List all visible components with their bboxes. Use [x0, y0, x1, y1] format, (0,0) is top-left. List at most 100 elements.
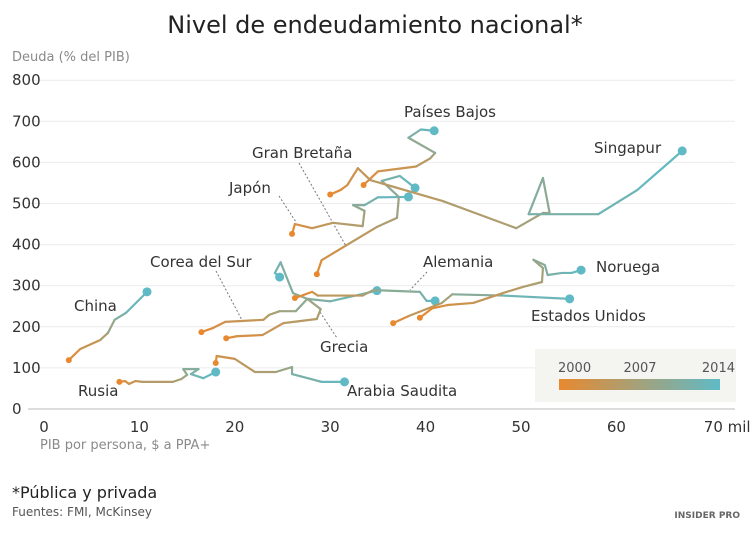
label-estados-unidos: Estados Unidos — [531, 307, 646, 325]
series-segment — [333, 223, 363, 226]
series-segment — [408, 138, 435, 153]
series-segment — [503, 287, 523, 293]
series-segment — [262, 323, 283, 335]
series-segment — [442, 294, 452, 303]
end-point-2014 — [275, 273, 284, 282]
series-segment — [420, 292, 427, 301]
series-segment — [443, 201, 516, 228]
series-segment — [543, 178, 550, 213]
series-segment — [217, 356, 235, 359]
label-grecia: Grecia — [320, 338, 368, 356]
series-japon — [289, 192, 413, 236]
leader-line-japon — [279, 196, 296, 222]
series-segment — [292, 374, 322, 382]
series-segment — [322, 246, 346, 260]
series-segment — [191, 374, 203, 378]
series-segment — [317, 309, 321, 319]
leader-line-alemania — [410, 272, 427, 290]
series-segment — [237, 335, 263, 336]
start-point-2000 — [361, 182, 367, 188]
leader-line-corea — [216, 271, 243, 322]
series-segment — [269, 311, 279, 315]
series-segment — [295, 224, 312, 228]
x-axis-label: PIB por persona, $ a PPA+ — [40, 438, 210, 453]
label-china: China — [74, 297, 117, 315]
series-segment — [358, 168, 370, 180]
series-segment — [80, 340, 100, 349]
y-tick-label: 400 — [12, 236, 41, 254]
series-segment — [341, 185, 348, 190]
end-point-2014 — [678, 146, 687, 155]
series-segment — [363, 211, 365, 226]
series-segment — [345, 227, 376, 246]
series-segment — [283, 319, 316, 323]
series-corea-del-sur — [198, 286, 381, 335]
x-tick-label: 60 — [607, 418, 626, 436]
y-tick-label: 600 — [12, 153, 41, 171]
series-segment — [548, 273, 562, 275]
y-tick-label: 700 — [12, 112, 41, 130]
legend-gradient-bar — [559, 379, 720, 390]
y-tick-label: 200 — [12, 318, 41, 336]
series-segment — [347, 168, 357, 185]
series-singapur — [327, 146, 687, 228]
y-tick-label: 500 — [12, 195, 41, 213]
label-arabia-saudita: Arabia Saudita — [347, 382, 457, 400]
series-segment — [296, 299, 307, 311]
start-point-2000 — [289, 231, 295, 237]
y-tick-label: 300 — [12, 277, 41, 295]
start-point-2000 — [327, 191, 333, 197]
chart-title: Nivel de endeudamiento nacional* — [167, 11, 582, 39]
x-tick-label: 50 — [511, 418, 530, 436]
series-segment — [235, 359, 255, 372]
series-segment — [378, 167, 416, 172]
series-segment — [330, 293, 366, 301]
series-segment — [225, 320, 263, 322]
series-segment — [173, 379, 182, 382]
series-segment — [275, 262, 281, 273]
series-segment — [397, 197, 399, 218]
end-point-2014 — [577, 266, 586, 275]
series-rusia — [116, 368, 220, 385]
label-alemania: Alemania — [423, 253, 493, 271]
label-japon: Japón — [228, 179, 271, 197]
series-segment — [448, 303, 474, 305]
y-tick-label: 100 — [12, 359, 41, 377]
end-point-2014 — [211, 368, 220, 377]
end-point-2014 — [404, 192, 413, 201]
start-point-2000 — [213, 360, 219, 366]
x-tick-label: 70 miles — [704, 418, 750, 436]
leader-line-grecia — [320, 312, 337, 338]
series-segment — [263, 315, 269, 320]
y-axis-label: Deuda (% del PIB) — [12, 50, 130, 65]
y-tick-label: 0 — [12, 400, 22, 418]
start-point-2000 — [198, 329, 204, 335]
series-segment — [312, 223, 333, 228]
label-singapur: Singapur — [594, 139, 662, 157]
x-tick-label: 40 — [416, 418, 435, 436]
x-tick-label: 20 — [225, 418, 244, 436]
legend-label-2000: 2000 — [558, 361, 591, 376]
insider-pro-logo: INSIDER PRO — [674, 511, 740, 521]
label-noruega: Noruega — [596, 258, 660, 276]
start-point-2000 — [390, 320, 396, 326]
start-point-2000 — [223, 335, 229, 341]
series-segment — [598, 190, 637, 214]
label-gran-bretana: Gran Bretaña — [252, 144, 352, 162]
x-tick-label: 0 — [39, 418, 49, 436]
start-point-2000 — [417, 315, 423, 321]
series-paises-bajos — [361, 126, 439, 188]
series-segment — [408, 130, 420, 138]
start-point-2000 — [292, 295, 298, 301]
y-tick-label: 800 — [12, 71, 41, 89]
series-segment — [545, 265, 548, 275]
start-point-2000 — [314, 271, 320, 277]
series-segment — [382, 176, 400, 181]
end-point-2014 — [565, 294, 574, 303]
series-arabia-saudita — [213, 356, 349, 386]
sources: Fuentes: FMI, McKinsey — [12, 505, 152, 519]
legend-label-2014: 2014 — [702, 361, 735, 376]
label-paises-bajos: Países Bajos — [404, 103, 496, 121]
series-segment — [542, 268, 543, 282]
